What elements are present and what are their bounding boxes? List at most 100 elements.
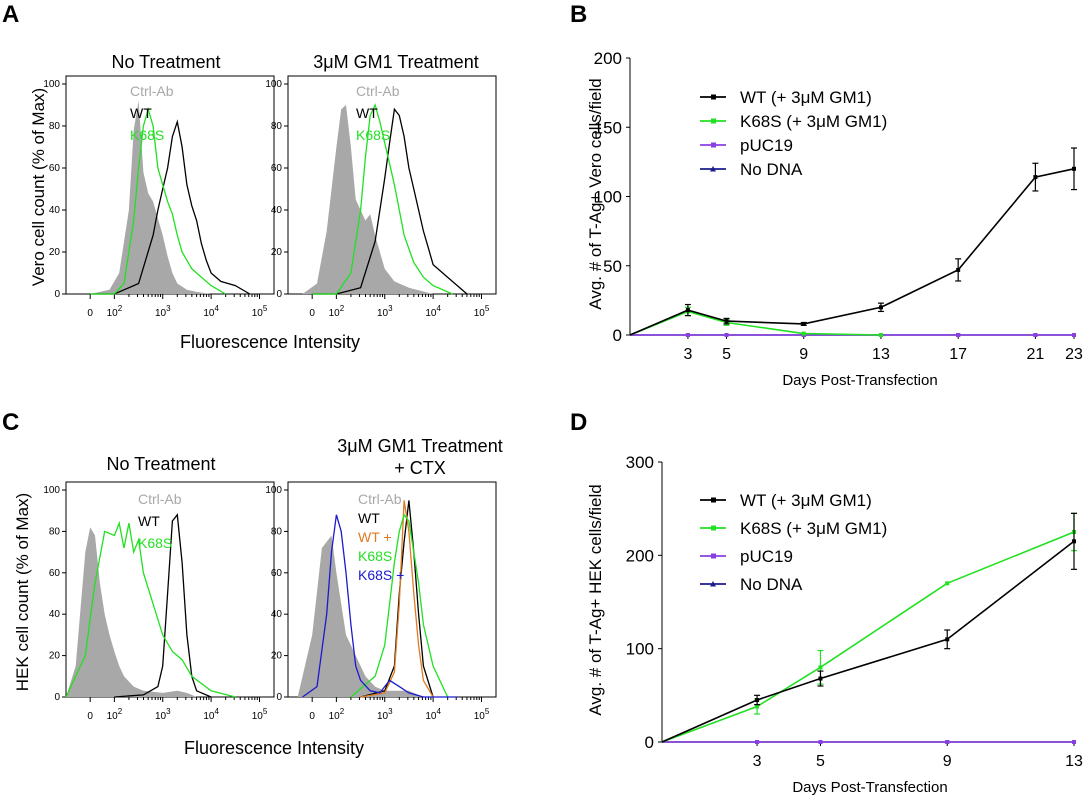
panel-label-c: C [2,409,19,436]
chart-d: 0 100 200 300 3 5 9 13 WT (+ 3μM GM1) K68S (+ 3μM… [626,453,1083,770]
y-tick-label: 0 [613,326,622,345]
x-tick-label: 105 [474,707,490,722]
x-tick-label: 3 [753,753,762,770]
legend-label: pUC19 [740,136,793,155]
y-tick-label: 60 [49,163,61,174]
y-tick-label: 80 [271,121,283,132]
data-point [945,581,950,586]
chart-a2: 0 20 40 60 80 100 0 102 103 104 105 Ctrl-Ab WT K68S [265,75,497,319]
panel-label-a: A [2,1,19,28]
data-point [724,319,729,324]
y-tick-label: 20 [49,651,61,662]
histogram-line-wt- [360,500,434,698]
axis-label-d-x: Days Post-Transfection [792,779,947,796]
data-point [755,704,760,709]
y-tick-label: 50 [603,257,622,276]
x-tick-label: 103 [155,304,171,319]
axis-label-a-y: Vero cell count (% of Max) [29,88,48,286]
histogram-line-wt [312,107,468,295]
legend-label: WT (+ 3μM GM1) [740,491,872,510]
legend-label: WT [130,105,152,121]
data-point [755,698,760,702]
x-tick-label: 102 [329,707,345,722]
x-tick-label: 102 [107,707,123,722]
panel-label-d: D [570,409,587,436]
y-tick-label: 80 [49,121,61,132]
y-tick-label: 200 [594,49,622,68]
histogram-ctrl-ab [302,105,434,294]
plot-frame [65,75,275,295]
legend-label: K68S (+ 3μM GM1) [740,519,887,538]
y-tick-label: 100 [594,188,622,207]
chart-c2: 0 20 40 60 80 100 0 102 103 104 105 Ctrl-Ab WT WT + K6… [265,481,497,722]
data-point [724,333,729,337]
series-line [661,540,1075,743]
data-point [956,267,961,272]
x-tick-label: 102 [329,304,345,319]
legend-marker [711,94,716,100]
panel-label-b: B [570,1,587,28]
y-tick-label: 60 [271,568,283,579]
x-tick-label: 102 [107,304,123,319]
plot-frame [287,75,497,295]
histogram-ctrl-ab [66,527,197,697]
x-tick-label: 104 [203,707,219,722]
data-point [956,333,961,337]
legend-label: WT (+ 3μM GM1) [740,88,872,107]
histogram-line-k68s- [302,514,458,698]
legend-label: No DNA [740,575,803,594]
x-tick-label: 105 [252,304,268,319]
legend-marker [711,497,716,503]
x-tick-label: 5 [722,346,731,363]
y-tick-label: 0 [54,692,60,703]
y-tick-label: 20 [271,247,283,258]
y-tick-label: 60 [49,568,61,579]
x-tick-label: 105 [474,304,490,319]
data-point [1072,539,1076,544]
x-tick-label: 105 [252,707,268,722]
histogram-ctrl-ab [90,100,212,294]
legend-label: WT [358,510,380,526]
data-point [878,305,883,310]
x-tick-label: 23 [1065,346,1083,363]
data-point [685,308,690,313]
legend-marker [711,553,716,559]
y-tick-label: 100 [43,485,60,496]
data-point [945,637,950,642]
y-tick-label: 200 [626,546,654,565]
legend-label: Ctrl-Ab [356,83,400,99]
y-tick-label: 0 [276,692,282,703]
histogram-line-wt [114,513,212,698]
axis-label-a-x: Fluorescence Intensity [180,332,360,352]
title-a-gm1: 3μM GM1 Treatment [313,52,478,72]
y-tick-label: 40 [49,205,61,216]
y-tick-label: 150 [594,118,622,137]
histogram-line-k68s [350,513,449,698]
y-tick-label: 100 [43,79,60,90]
title-c-gm1-line1: 3μM GM1 Treatment [337,436,502,456]
data-point [755,740,760,744]
y-tick-label: 60 [271,163,283,174]
x-tick-label: 103 [155,707,171,722]
data-point [878,333,883,337]
legend-marker [710,166,716,172]
y-tick-label: 20 [271,651,283,662]
y-tick-label: 20 [49,247,61,258]
axis-label-d-y: Avg. # of T-Ag+ HEK cells/field [586,484,605,715]
x-tick-label: 13 [872,346,890,363]
x-tick-label: 3 [683,346,692,363]
legend-label: Ctrl-Ab [130,83,174,99]
y-tick-label: 40 [271,205,283,216]
axis-label-b-x: Days Post-Transfection [782,372,937,389]
axis-label-c-x: Fluorescence Intensity [184,738,364,758]
legend-label: No DNA [740,160,803,179]
x-tick-label: 104 [425,304,441,319]
legend-label: Ctrl-Ab [358,491,402,507]
histogram-line-k68s [312,103,453,295]
legend-marker [711,142,716,148]
x-tick-label: 0 [309,308,315,319]
legend-label: K68S [356,127,390,143]
legend-marker [711,118,716,124]
series-line [629,168,1075,336]
x-tick-label: 9 [799,346,808,363]
